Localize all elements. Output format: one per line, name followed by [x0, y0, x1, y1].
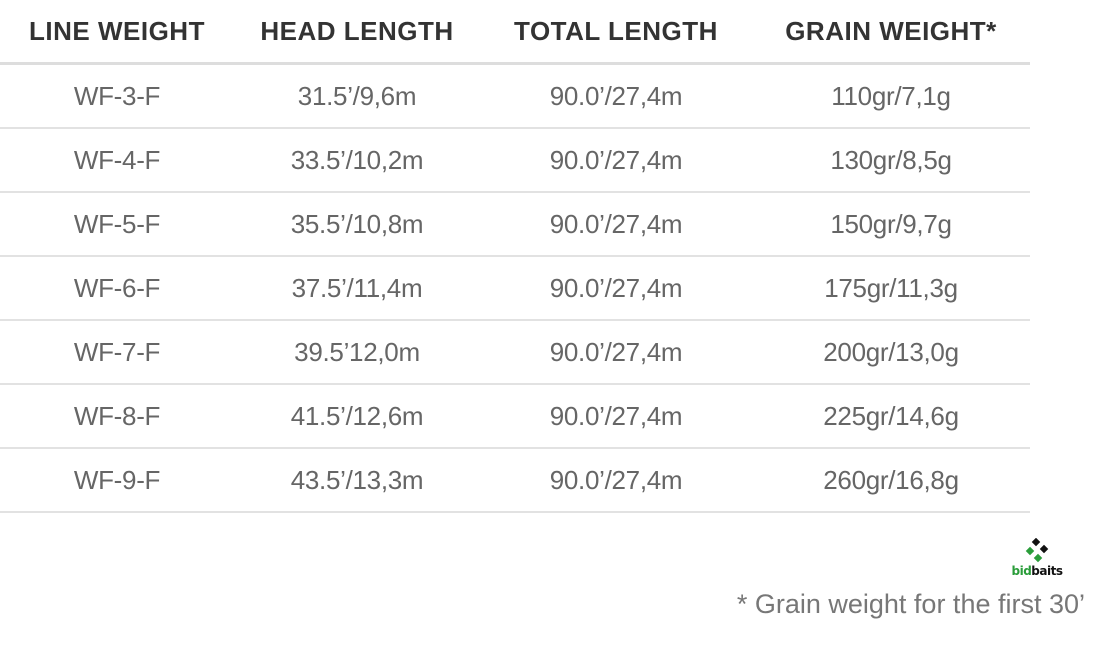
table-cell: 90.0’/27,4m	[480, 63, 752, 129]
table-row: WF-8-F 41.5’/12,6m 90.0’/27,4m 225gr/14,6g	[0, 384, 1030, 449]
footnote: * Grain weight for the first 30’	[736, 589, 1085, 619]
table-cell: WF-5-F	[0, 192, 234, 257]
table-cell: 200gr/13,0g	[752, 320, 1030, 385]
table-cell: 150gr/9,7g	[752, 192, 1030, 257]
header-total-length: TOTAL LENGTH	[480, 0, 752, 65]
table-cell: WF-7-F	[0, 320, 234, 385]
logo-prefix: bid	[1011, 564, 1032, 578]
logo-icon	[1025, 538, 1049, 563]
table-cell: WF-3-F	[0, 63, 234, 129]
table-cell: 90.0’/27,4m	[480, 448, 752, 513]
table-row: WF-9-F 43.5’/13,3m 90.0’/27,4m 260gr/16,8g	[0, 448, 1030, 513]
table-cell: 90.0’/27,4m	[480, 192, 752, 257]
table-cell: 90.0’/27,4m	[480, 256, 752, 321]
table-cell: 110gr/7,1g	[752, 63, 1030, 129]
table-row: WF-4-F 33.5’/10,2m 90.0’/27,4m 130gr/8,5g	[0, 128, 1030, 193]
table-row: WF-3-F 31.5’/9,6m 90.0’/27,4m 110gr/7,1g	[0, 63, 1030, 129]
table-cell: 90.0’/27,4m	[480, 128, 752, 193]
table-row: WF-7-F 39.5’12,0m 90.0’/27,4m 200gr/13,0g	[0, 320, 1030, 385]
table-cell: 31.5’/9,6m	[234, 63, 480, 129]
table-cell: 39.5’12,0m	[234, 320, 480, 385]
table-cell: 225gr/14,6g	[752, 384, 1030, 449]
table-cell: 130gr/8,5g	[752, 128, 1030, 193]
header-head-length: HEAD LENGTH	[234, 0, 480, 65]
table-row: WF-5-F 35.5’/10,8m 90.0’/27,4m 150gr/9,7g	[0, 192, 1030, 257]
line-spec-table: LINE WEIGHT HEAD LENGTH TOTAL LENGTH GRA…	[0, 0, 1030, 513]
table-header-row: LINE WEIGHT HEAD LENGTH TOTAL LENGTH GRA…	[0, 0, 1030, 65]
table-cell: 43.5’/13,3m	[234, 448, 480, 513]
bidbaits-logo: bidbaits	[1010, 538, 1064, 578]
table-row: WF-6-F 37.5’/11,4m 90.0’/27,4m 175gr/11,3g	[0, 256, 1030, 321]
table-cell: 35.5’/10,8m	[234, 192, 480, 257]
table-cell: WF-9-F	[0, 448, 234, 513]
table-cell: 175gr/11,3g	[752, 256, 1030, 321]
table-cell: WF-4-F	[0, 128, 234, 193]
table-cell: WF-8-F	[0, 384, 234, 449]
table-cell: 41.5’/12,6m	[234, 384, 480, 449]
header-line-weight: LINE WEIGHT	[0, 0, 234, 65]
table-cell: 37.5’/11,4m	[234, 256, 480, 321]
logo-suffix: baits	[1031, 564, 1063, 578]
table-cell: 260gr/16,8g	[752, 448, 1030, 513]
table-cell: 90.0’/27,4m	[480, 320, 752, 385]
table-cell: 33.5’/10,2m	[234, 128, 480, 193]
table-cell: 90.0’/27,4m	[480, 384, 752, 449]
table-cell: WF-6-F	[0, 256, 234, 321]
header-grain-weight: GRAIN WEIGHT*	[752, 0, 1030, 65]
